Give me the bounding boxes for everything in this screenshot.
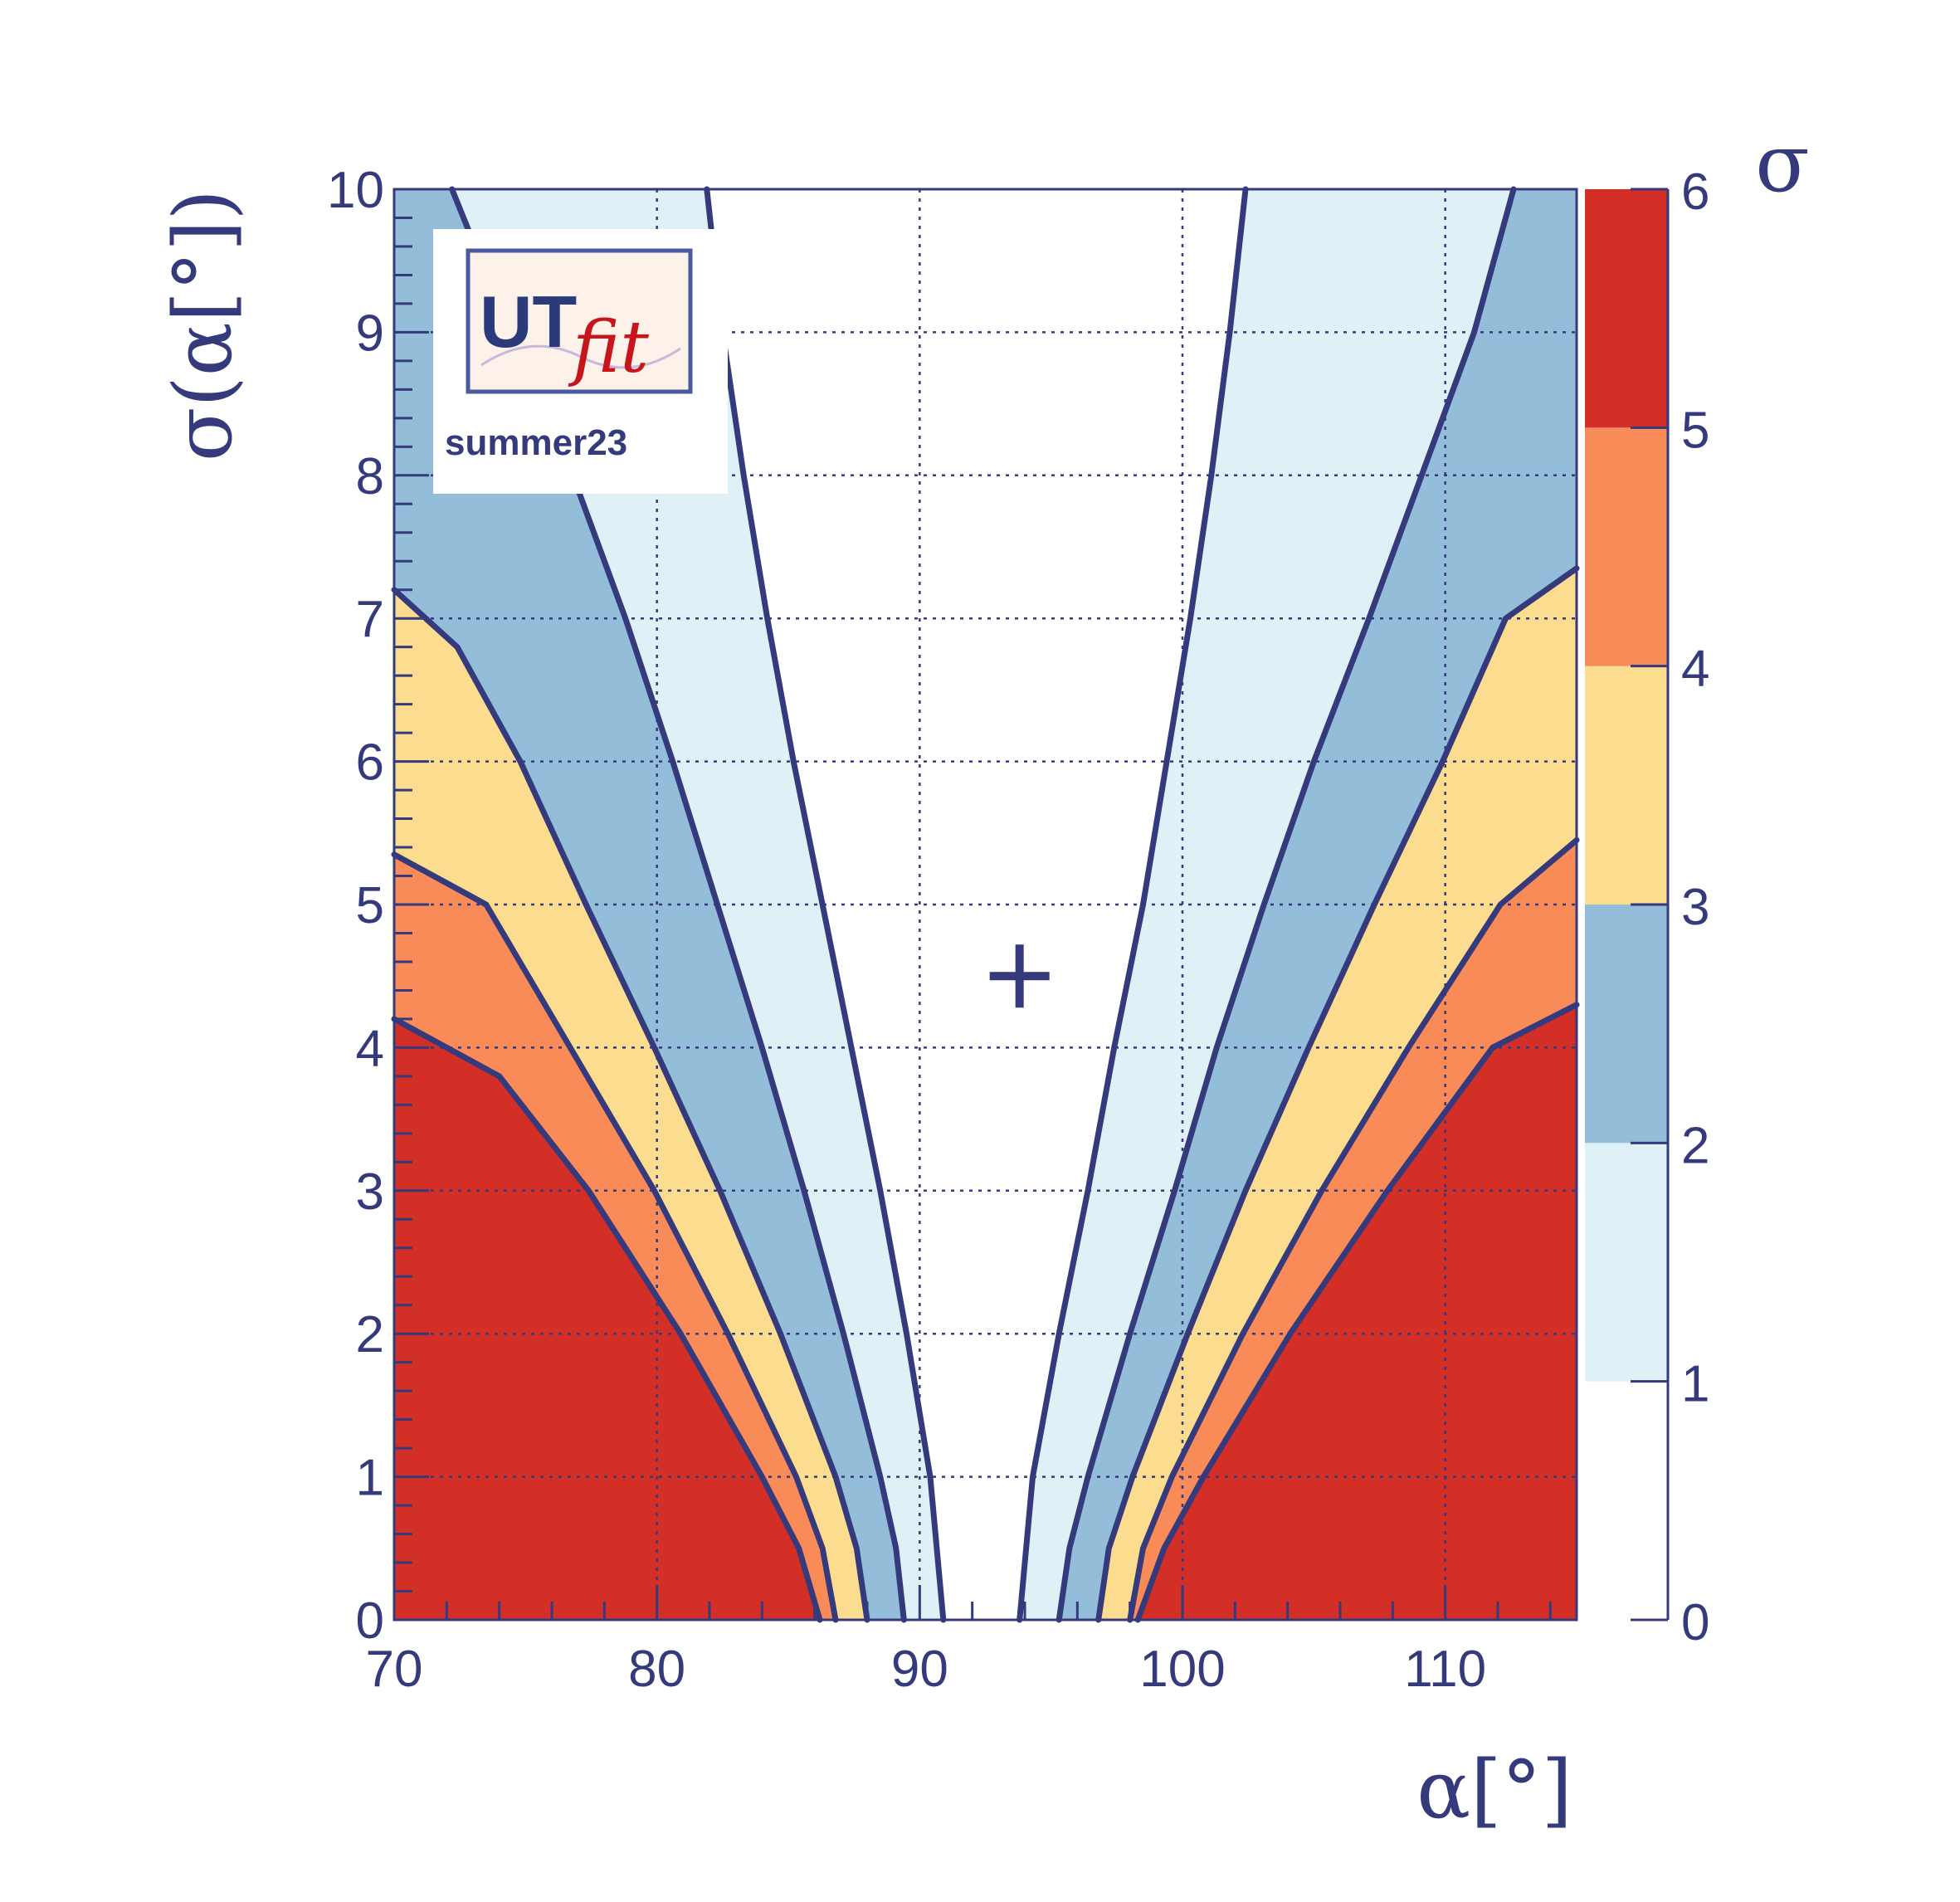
- x-tick-label: 80: [628, 1641, 685, 1698]
- contour-line-left-5: [391, 1016, 823, 1623]
- colorbar-band: [1585, 905, 1668, 1144]
- contour-line-left-3: [391, 587, 870, 1623]
- fill-region-level-0: [706, 189, 1246, 1620]
- best-fit-marker-layer: [989, 944, 1050, 1008]
- y-tick-label: 10: [327, 162, 384, 219]
- contour-line-right-3: [1095, 565, 1580, 1623]
- x-tick-label: 100: [1139, 1641, 1225, 1698]
- colorbar-tick-label: 1: [1681, 1356, 1709, 1413]
- contour-line-left-4: [391, 851, 839, 1623]
- x-axis-title: α[°]: [1416, 1744, 1572, 1836]
- colorbar: 0 1 2 3 4 5 6: [1585, 163, 1709, 1651]
- colorbar-tick-label: 6: [1681, 163, 1709, 221]
- colorbar-band: [1585, 427, 1668, 666]
- colorbar-band: [1585, 1381, 1668, 1620]
- colorbar-tick-label: 4: [1681, 641, 1709, 698]
- contour-line-right-2: [1056, 186, 1517, 1623]
- y-tick-label: 8: [356, 448, 384, 505]
- y-tick-label: 6: [356, 734, 384, 792]
- axes: 70 80 90 100 110 0 1 2 3 4 5 6 7 8 9 10: [327, 162, 1578, 1698]
- y-tick-label: 5: [356, 877, 384, 934]
- colorbar-band: [1585, 189, 1668, 428]
- logo-caption: summer23: [445, 422, 627, 463]
- contour-line-right-5: [1134, 1002, 1580, 1623]
- contour-line-right-4: [1127, 836, 1580, 1623]
- x-tick-label: 70: [366, 1641, 423, 1698]
- y-tick-label: 9: [356, 305, 384, 362]
- colorbar-title: σ: [1755, 117, 1810, 210]
- logo-decoration: [480, 344, 681, 369]
- colorbar-tick-label: 3: [1681, 879, 1709, 936]
- x-tick-label: 90: [891, 1641, 948, 1698]
- colorbar-tick-label: 2: [1681, 1117, 1709, 1174]
- contour-line-right-1: [1017, 186, 1249, 1623]
- y-tick-label: 2: [356, 1306, 384, 1363]
- y-tick-label: 7: [356, 591, 384, 648]
- contour-line-left-1: [704, 186, 947, 1623]
- best-fit-marker: [989, 944, 1050, 1008]
- colorbar-tick-label: 0: [1681, 1594, 1709, 1651]
- y-tick-label: 0: [356, 1592, 384, 1650]
- logo-frame: [466, 248, 693, 394]
- logo-text-script: fit: [568, 306, 649, 389]
- y-tick-label: 4: [356, 1020, 384, 1077]
- colorbar-tick-label: 5: [1681, 402, 1709, 459]
- colorbar-band: [1585, 666, 1668, 905]
- x-tick-label: 110: [1404, 1641, 1486, 1698]
- colorbar-band: [1585, 1143, 1668, 1382]
- logo-text-main: UT: [480, 280, 577, 363]
- y-tick-label: 1: [356, 1450, 384, 1507]
- y-axis-title: σ(α[°]): [157, 189, 250, 461]
- y-tick-label: 3: [356, 1163, 384, 1221]
- utfit-logo: UT fit summer23: [433, 229, 728, 494]
